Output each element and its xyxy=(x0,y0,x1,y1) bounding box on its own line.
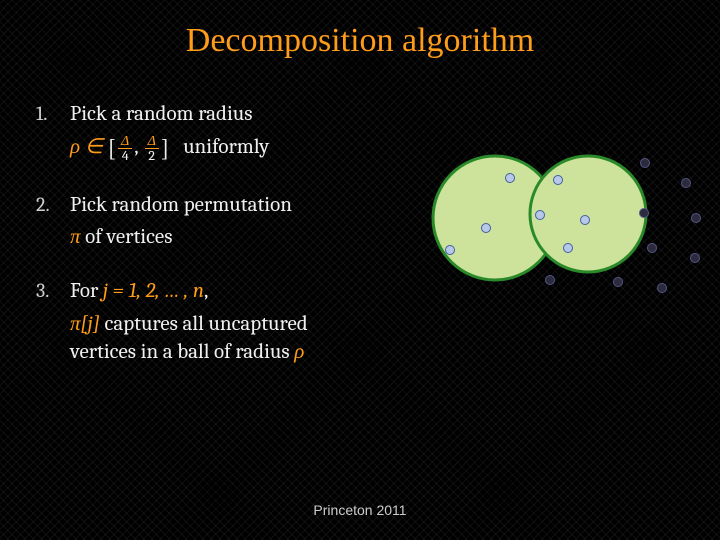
step-1-text: Pick a random radius xyxy=(70,102,253,126)
vertex-captured xyxy=(564,244,573,253)
rho-symbol: ρ ∈ xyxy=(70,135,103,159)
footer-text: Princeton 2011 xyxy=(0,502,720,518)
algorithm-list: 1. Pick a random radius ρ ∈ [Δ4, Δ2] uni… xyxy=(36,100,366,392)
vertex-captured xyxy=(536,211,545,220)
pi-symbol: π xyxy=(70,225,81,249)
vertex-captured xyxy=(554,176,563,185)
step-3-for: For xyxy=(70,279,103,303)
vertex-uncaptured xyxy=(648,244,657,253)
pi-j: π[j] xyxy=(70,312,100,336)
vertex-uncaptured xyxy=(691,254,700,263)
vertex-uncaptured xyxy=(614,278,623,287)
uniformly-text: uniformly xyxy=(183,135,269,159)
step-2: 2. Pick random permutation π of vertices xyxy=(36,191,366,252)
step-2-text: Pick random permutation xyxy=(70,193,292,217)
step-2-subtext: of vertices xyxy=(81,225,173,249)
step-number: 3. xyxy=(36,277,49,304)
ball xyxy=(530,156,646,272)
vertex-uncaptured xyxy=(682,179,691,188)
vertex-captured xyxy=(446,246,455,255)
step-3-subtext: captures all uncaptured vertices in a ba… xyxy=(70,312,308,364)
step-number: 2. xyxy=(36,191,50,218)
rho-tail: ρ xyxy=(294,340,304,364)
vertex-uncaptured xyxy=(641,159,650,168)
ball-decomposition-diagram xyxy=(400,130,710,330)
step-3: 3. For j = 1, 2, … , n, π[j] captures al… xyxy=(36,277,366,366)
step-1: 1. Pick a random radius ρ ∈ [Δ4, Δ2] uni… xyxy=(36,100,366,165)
vertex-uncaptured xyxy=(546,276,555,285)
step-number: 1. xyxy=(36,100,47,127)
vertex-uncaptured xyxy=(692,214,701,223)
vertex-captured xyxy=(506,174,515,183)
j-range: j = 1, 2, … , n xyxy=(103,279,204,303)
vertex-uncaptured xyxy=(658,284,667,293)
diagram-svg xyxy=(400,130,710,330)
slide-title: Decomposition algorithm xyxy=(0,22,720,60)
vertex-captured xyxy=(482,224,491,233)
vertex-captured xyxy=(581,216,590,225)
vertex-uncaptured xyxy=(640,209,649,218)
